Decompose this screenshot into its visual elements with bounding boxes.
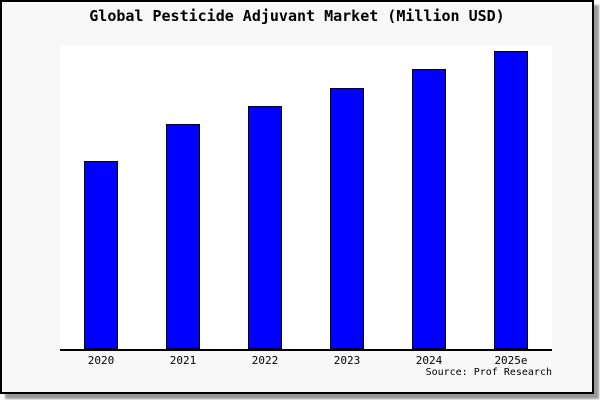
chart-title: Global Pesticide Adjuvant Market (Millio… — [89, 7, 505, 25]
bar-slot-2025e — [470, 46, 552, 349]
x-tick-label-2025e: 2025e — [494, 354, 528, 367]
x-tick-label-2021: 2021 — [169, 354, 197, 367]
x-tick-label-2020: 2020 — [87, 354, 115, 367]
x-tick-label-2024: 2024 — [415, 354, 443, 367]
bar-2023 — [330, 88, 364, 349]
bar-2022 — [248, 106, 282, 349]
x-tick-label-2022: 2022 — [251, 354, 279, 367]
bar-2020 — [84, 161, 118, 349]
bar-slot-2024 — [388, 46, 470, 349]
x-tick-label-2023: 2023 — [333, 354, 361, 367]
bar-slot-2023 — [306, 46, 388, 349]
source-note: Source: Prof Research — [425, 367, 552, 378]
bar-slot-2020 — [60, 46, 142, 349]
bar-2024 — [412, 69, 446, 349]
bar-2025e — [494, 51, 528, 349]
bars-row — [60, 46, 552, 349]
bar-2021 — [166, 124, 200, 349]
bar-slot-2021 — [142, 46, 224, 349]
chart-card: Global Pesticide Adjuvant Market (Millio… — [0, 0, 594, 394]
bar-slot-2022 — [224, 46, 306, 349]
x-axis-labels: 2020 2021 2022 2023 2024 2025e — [60, 354, 552, 367]
plot-area — [60, 46, 552, 351]
